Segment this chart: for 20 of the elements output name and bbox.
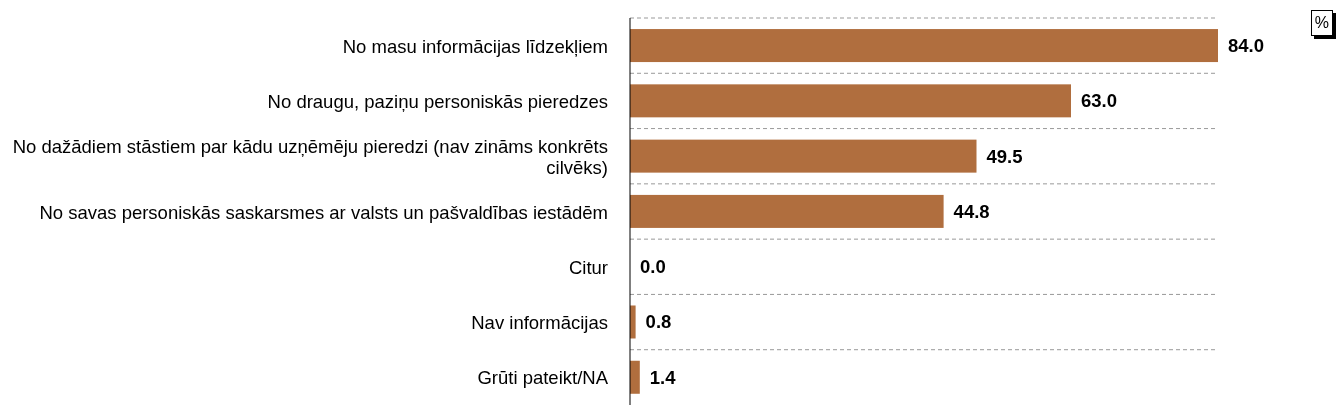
bar — [630, 194, 944, 228]
data-label: 44.8 — [953, 200, 990, 222]
y-tick-label: Nav informācijas — [471, 311, 608, 333]
y-tick-label: No masu informācijas līdzekļiem — [342, 35, 608, 57]
bar — [630, 84, 1071, 118]
bar — [630, 139, 977, 173]
y-tick-label: No savas personiskās saskarsmes ar valsts un pašvaldības iestādēm — [39, 201, 608, 222]
data-label: 49.5 — [986, 145, 1023, 167]
bar — [630, 360, 640, 394]
bar — [630, 29, 1218, 63]
y-tick-label: Grūti pateikt/NA — [477, 366, 609, 388]
y-tick-label: No dažādiem stāstiem par kādu uzņēmēju pieredzi (nav zināms konkrēts cilvēks) — [12, 135, 608, 178]
data-label: 1.4 — [649, 366, 677, 388]
data-label: 63.0 — [1081, 90, 1118, 112]
data-label: 0.0 — [640, 256, 666, 278]
y-tick-label: No draugu, paziņu personiskās pieredzes — [267, 90, 608, 112]
y-tick-label: Citur — [568, 256, 608, 278]
data-label: 84.0 — [1228, 35, 1265, 57]
text: % — [1310, 10, 1333, 36]
data-label: 0.8 — [645, 311, 672, 333]
